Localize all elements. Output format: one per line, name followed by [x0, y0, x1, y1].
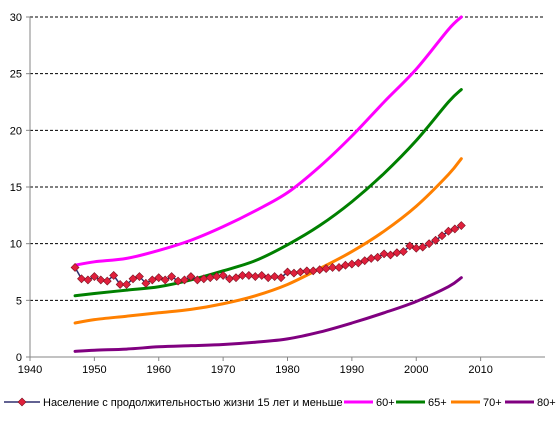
x-tick-label: 2000	[404, 364, 428, 376]
x-tick-label: 1980	[275, 364, 299, 376]
data-point-1953	[109, 270, 119, 280]
data-point-1964	[180, 275, 189, 285]
x-tick-label: 1990	[340, 364, 364, 376]
data-point-1949	[83, 275, 93, 285]
data-point-1960	[154, 273, 164, 283]
series-65plus-line	[73, 88, 463, 298]
data-point-1962	[167, 272, 177, 281]
data-point-1978	[270, 272, 280, 281]
data-point-1955	[122, 280, 131, 289]
data-point-1954	[115, 280, 125, 289]
data-point-1970	[218, 270, 228, 280]
data-point-1980	[283, 267, 292, 277]
y-tick-label: 20	[10, 125, 22, 137]
data-point-1947	[70, 263, 80, 272]
tick-labels: 0 5 10 15 20 25 30 1940 1950 1960 1970 1980 1990 2000…	[10, 12, 493, 376]
legend-item: 80+	[505, 397, 556, 409]
x-tick-label: 1950	[82, 364, 106, 376]
data-point-2007	[456, 221, 466, 230]
legend-label: 65+	[428, 397, 447, 409]
data-point-1994	[373, 252, 383, 262]
grid-lines	[30, 16, 545, 301]
data-point-1988	[334, 263, 344, 272]
data-point-1952	[102, 276, 112, 286]
data-point-1983	[302, 266, 312, 276]
y-tick-label: 5	[16, 295, 22, 307]
x-tick-label: 1940	[18, 364, 42, 376]
legend-item: 70+	[451, 397, 502, 409]
data-point-1995	[379, 249, 389, 259]
x-tick-label: 2010	[468, 364, 492, 376]
y-tick-label: 30	[10, 12, 22, 24]
data-point-2003	[431, 235, 440, 245]
data-point-1990	[347, 259, 357, 269]
data-point-1998	[398, 247, 408, 257]
data-point-1951	[96, 275, 106, 285]
data-point-1981	[289, 268, 299, 278]
data-point-1975	[250, 272, 260, 281]
data-point-2005	[444, 226, 453, 236]
y-tick-label: 10	[10, 239, 22, 251]
data-point-2006	[450, 224, 460, 234]
data-point-1956	[128, 274, 138, 284]
series-lines	[73, 15, 463, 353]
data-point-1974	[244, 270, 254, 280]
data-point-2002	[424, 239, 434, 249]
data-point-2004	[437, 231, 447, 241]
data-point-2001	[418, 242, 428, 252]
data-point-1976	[257, 270, 267, 280]
data-point-1987	[328, 263, 337, 272]
data-point-1961	[160, 275, 170, 285]
legend-item: 60+	[344, 397, 395, 409]
data-point-1972	[231, 273, 241, 283]
data-point-1965	[186, 272, 196, 281]
legend: Население с продолжительностью жизни 15 …	[4, 397, 556, 409]
data-point-1979	[276, 273, 286, 283]
data-point-1982	[295, 267, 305, 277]
data-point-1950	[89, 272, 99, 281]
legend-marker	[17, 397, 27, 407]
series-markers	[70, 221, 466, 289]
x-tick-label: 1960	[147, 364, 171, 376]
data-point-1991	[353, 258, 363, 268]
x-tick-label: 1970	[211, 364, 235, 376]
data-point-1957	[135, 272, 144, 281]
legend-item: Население с продолжительностью жизни 15 …	[4, 397, 343, 409]
data-point-1999	[405, 241, 415, 251]
legend-label: 70+	[483, 397, 502, 409]
data-point-1958	[141, 278, 151, 288]
legend-label: Население с продолжительностью жизни 15 …	[43, 397, 343, 409]
legend-item: 65+	[396, 397, 447, 409]
series-60plus-line	[73, 15, 463, 267]
series-70plus-line	[73, 157, 463, 325]
series-80plus-line	[73, 276, 463, 353]
data-point-1992	[360, 256, 370, 266]
y-tick-label: 15	[10, 182, 22, 194]
legend-label: 80+	[537, 397, 556, 409]
data-point-1996	[386, 250, 395, 260]
data-point-1948	[77, 274, 86, 284]
legend-label: 60+	[376, 397, 395, 409]
axes	[26, 16, 545, 361]
y-tick-label: 25	[10, 69, 22, 81]
data-point-1973	[238, 270, 247, 280]
data-point-1959	[147, 275, 157, 285]
y-tick-label: 0	[16, 352, 22, 364]
